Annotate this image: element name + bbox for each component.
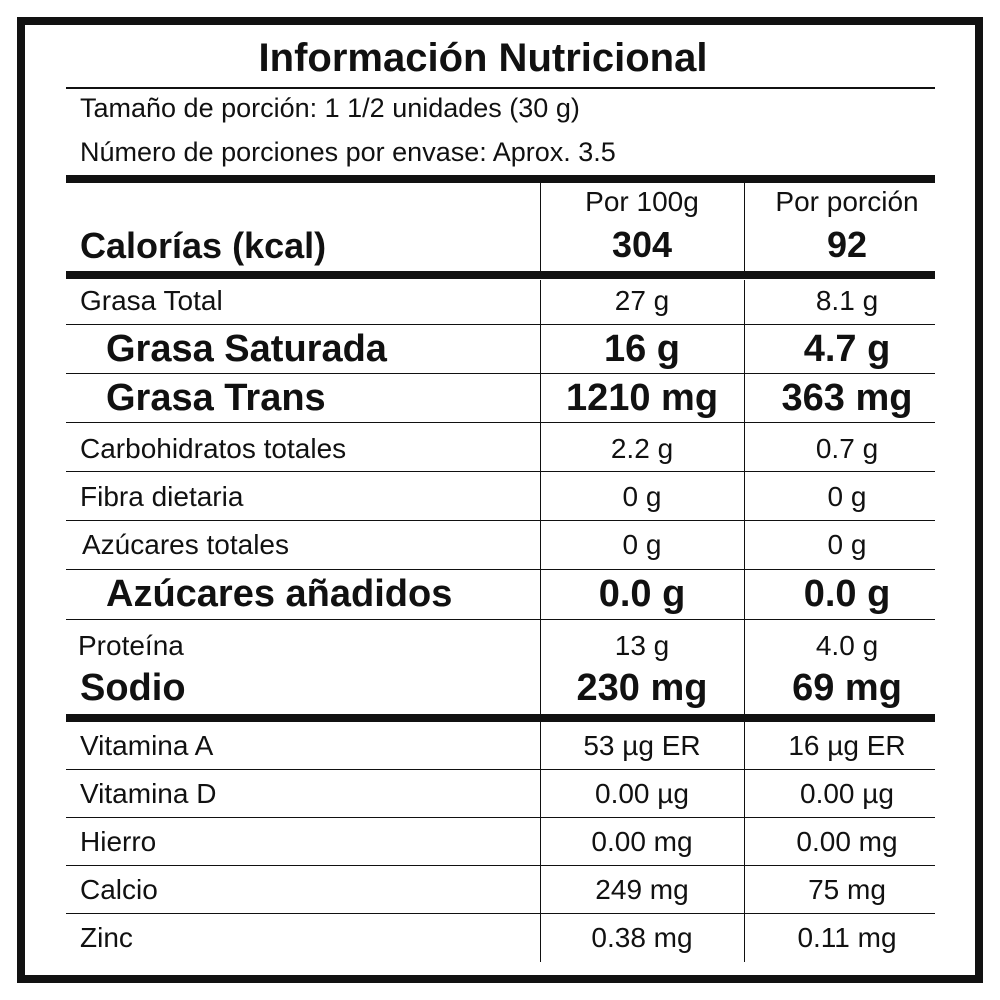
nutrient-row: Grasa Total 27 g 8.1 g	[66, 279, 935, 325]
column-header-per-100g: Por 100g	[585, 186, 699, 217]
vitamin-row: Calcio 249 mg 75 mg	[66, 866, 935, 914]
nutrient-label: Fibra dietaria	[80, 481, 244, 512]
nutrient-value-per-serving: 0.0 g	[803, 573, 891, 615]
nutrient-value-per-serving: 0 g	[827, 481, 867, 512]
nutrient-label: Grasa Saturada	[106, 328, 387, 370]
nutrient-value-per-serving: 0 g	[827, 529, 867, 560]
nutrient-value-per-serving: 8.1 g	[815, 285, 879, 316]
vitamin-value-per-100g: 249 mg	[595, 874, 689, 905]
nutrient-value-per-100g: 230 mg	[576, 667, 708, 709]
vitamin-value-per-serving: 75 mg	[808, 874, 886, 905]
thick-divider-vitamins	[66, 714, 935, 722]
col-divider-1-nutrients	[540, 280, 541, 714]
nutrient-row: Proteína 13 g 4.0 g	[66, 620, 935, 667]
servings-per-container: Número de porciones por envase: Aprox. 3…	[80, 137, 616, 167]
nutrient-value-per-serving: 4.7 g	[803, 328, 891, 370]
vitamin-row: Hierro 0.00 mg 0.00 mg	[66, 818, 935, 866]
title-divider	[66, 87, 935, 89]
nutrient-label: Carbohidratos totales	[80, 433, 347, 464]
nutrient-label: Azúcares totales	[82, 529, 289, 560]
nutrient-label: Azúcares añadidos	[106, 573, 453, 615]
vitamin-value-per-100g: 0.00 µg	[595, 778, 689, 809]
nutrient-value-per-100g: 0 g	[622, 529, 662, 560]
vitamin-label: Vitamina A	[80, 730, 214, 761]
vitamin-row: Vitamina A 53 µg ER 16 µg ER	[66, 722, 935, 770]
vitamin-value-per-serving: 0.00 mg	[796, 826, 898, 857]
calories-per-serving: 92	[826, 224, 868, 265]
nutrient-label: Proteína	[78, 630, 184, 661]
vitamin-row: Zinc 0.38 mg 0.11 mg	[66, 914, 935, 962]
vitamin-label: Calcio	[80, 874, 158, 905]
vitamin-value-per-serving: 16 µg ER	[788, 730, 906, 761]
col-divider-2-vitamins	[744, 722, 745, 962]
nutrient-row: Fibra dietaria 0 g 0 g	[66, 472, 935, 521]
nutrient-row: Carbohidratos totales 2.2 g 0.7 g	[66, 423, 935, 472]
nutrient-value-per-100g: 16 g	[603, 328, 681, 370]
col-divider-2-header	[744, 183, 745, 274]
serving-size: Tamaño de porción: 1 1/2 unidades (30 g)	[80, 93, 580, 123]
vitamin-row: Vitamina D 0.00 µg 0.00 µg	[66, 770, 935, 818]
nutrient-row: Sodio 230 mg 69 mg	[66, 667, 935, 714]
nutrient-value-per-serving: 4.0 g	[815, 630, 879, 661]
nutrient-value-per-serving: 0.7 g	[815, 433, 879, 464]
nutrient-value-per-serving: 69 mg	[792, 667, 902, 709]
nutrient-row: Grasa Saturada 16 g 4.7 g	[66, 325, 935, 374]
calories-label: Calorías (kcal)	[80, 225, 327, 266]
vitamin-value-per-100g: 0.38 mg	[591, 922, 693, 953]
nutrient-value-per-100g: 2.2 g	[610, 433, 674, 464]
nutrient-row: Azúcares añadidos 0.0 g 0.0 g	[66, 570, 935, 620]
nutrient-label: Grasa Total	[80, 285, 223, 316]
vitamin-value-per-serving: 0.11 mg	[797, 922, 897, 953]
vitamin-label: Zinc	[80, 922, 133, 953]
col-divider-1-vitamins	[540, 722, 541, 962]
nutrient-value-per-100g: 0 g	[622, 481, 662, 512]
thick-divider-top	[66, 175, 935, 183]
nutrient-value-per-100g: 27 g	[614, 285, 670, 316]
vitamin-value-per-100g: 0.00 mg	[591, 826, 693, 857]
nutrient-value-per-100g: 1210 mg	[565, 377, 719, 419]
nutrient-value-per-serving: 363 mg	[781, 377, 913, 419]
vitamin-label: Vitamina D	[80, 778, 217, 809]
nutrient-label: Sodio	[80, 667, 186, 709]
nutrient-row: Azúcares totales 0 g 0 g	[66, 521, 935, 570]
calories-per-100g: 304	[611, 224, 673, 265]
vitamin-label: Hierro	[80, 826, 157, 857]
nutrient-value-per-100g: 0.0 g	[598, 573, 686, 615]
col-divider-2-nutrients	[744, 280, 745, 714]
column-header-per-serving: Por porción	[775, 186, 919, 217]
vitamin-value-per-100g: 53 µg ER	[583, 730, 701, 761]
nutrient-label: Grasa Trans	[106, 377, 326, 419]
nutrient-row: Grasa Trans 1210 mg 363 mg	[66, 374, 935, 423]
nutrient-value-per-100g: 13 g	[614, 630, 670, 661]
page-title: Información Nutricional	[258, 36, 708, 80]
col-divider-1-header	[540, 183, 541, 274]
thick-divider-calories	[66, 271, 935, 279]
vitamin-value-per-serving: 0.00 µg	[800, 778, 894, 809]
